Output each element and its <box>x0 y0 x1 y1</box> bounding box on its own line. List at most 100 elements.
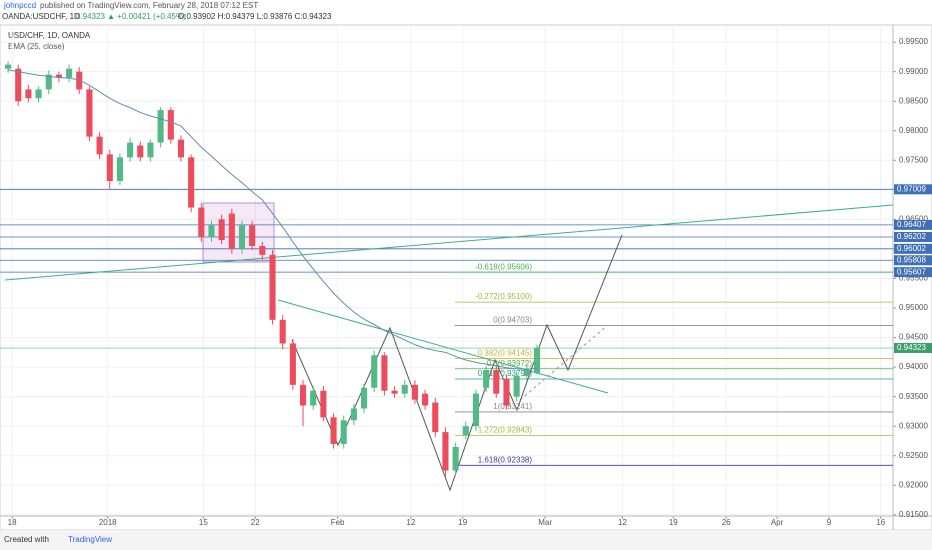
level-tag <box>894 231 932 242</box>
y-tick-label: 0.92000 <box>899 480 928 489</box>
x-tick-label: Apr <box>771 518 784 527</box>
candle-body <box>15 68 22 102</box>
candle-body <box>330 417 337 444</box>
x-tick-label: 12 <box>618 518 627 527</box>
change: 0.94323 ▲ +0.00421 (+0.45%) <box>76 12 186 21</box>
candle-body <box>513 375 520 397</box>
y-tick-label: 0.93000 <box>899 421 928 430</box>
y-tick-label: 0.96500 <box>899 215 928 224</box>
candle-body <box>45 74 52 90</box>
candle-body <box>127 142 134 158</box>
candle-body <box>432 402 439 433</box>
footer <box>0 530 932 550</box>
candle-body <box>259 245 266 255</box>
x-tick-label: 2018 <box>99 518 117 527</box>
level-tag <box>894 255 932 266</box>
published: published on TradingView.com, February 2… <box>40 1 258 10</box>
candle-body <box>533 348 541 373</box>
candle-body <box>238 225 246 249</box>
y-tick-label: 0.97500 <box>899 155 928 164</box>
y-tick-label: 0.93500 <box>899 392 928 401</box>
author: johnpccd <box>3 1 36 10</box>
candle-body <box>350 408 357 421</box>
candle-body <box>116 157 123 181</box>
candle-body <box>462 426 469 436</box>
candle-body <box>452 446 459 471</box>
footer-brand: TradingView <box>68 535 112 544</box>
candle-body <box>483 370 490 388</box>
candle-body <box>5 64 12 69</box>
candle-body <box>106 154 113 181</box>
fib-label: 0.618(0.93799) <box>478 369 533 378</box>
level-label: 0.95808 <box>897 255 926 264</box>
fib-label: 1.618(0.92338) <box>478 455 533 464</box>
candle-body <box>137 145 144 158</box>
x-tick-label: 18 <box>8 518 17 527</box>
candle-body <box>198 207 205 238</box>
candle-body <box>35 89 42 99</box>
candle-body <box>310 390 317 406</box>
ohlc: O:0.93902 H:0.94379 L:0.93876 C:0.94323 <box>178 12 332 21</box>
y-tick-label: 0.95500 <box>899 274 928 283</box>
x-tick-label: 19 <box>458 518 467 527</box>
y-tick-label: 0.92500 <box>899 451 928 460</box>
candle-body <box>422 393 429 406</box>
level-tag <box>894 219 932 230</box>
y-tick-label: 0.98000 <box>899 126 928 135</box>
candle-body <box>391 390 398 394</box>
candle-body <box>279 319 286 344</box>
level-label: 0.95607 <box>897 267 926 276</box>
y-tick-label: 0.94500 <box>899 333 928 342</box>
candle-body <box>401 384 408 394</box>
x-tick-label: 9 <box>827 518 832 527</box>
candle-body <box>218 219 225 241</box>
candle-body <box>320 390 327 418</box>
candle-body <box>289 343 296 385</box>
y-tick-label: 0.91500 <box>899 510 928 519</box>
candle-body <box>442 432 449 471</box>
fib-label: 1.272(0.92843) <box>478 426 533 435</box>
y-tick-label: 0.95000 <box>899 303 928 312</box>
candle-body <box>66 68 73 78</box>
x-tick-label: 19 <box>669 518 678 527</box>
candle-body <box>472 393 480 427</box>
level-label: 0.96002 <box>897 244 926 253</box>
chart-title: USD/CHF, 1D, OANDA <box>8 31 91 40</box>
level-label: 0.96407 <box>897 220 926 229</box>
candle-body <box>167 110 174 140</box>
last-price-label: 0.94323 <box>897 343 926 352</box>
trendline <box>4 204 894 281</box>
candle-body <box>269 254 276 320</box>
fib-label: 0.382(0.94145) <box>478 349 533 358</box>
y-tick-label: 0.99500 <box>899 37 928 46</box>
candle-body <box>96 136 103 155</box>
fib-label: -0.618(0.95606) <box>475 262 532 271</box>
y-tick-label: 0.99000 <box>899 67 928 76</box>
candle-body <box>523 370 530 376</box>
level-label: 0.96202 <box>897 232 926 241</box>
candle-body <box>381 355 388 391</box>
candle-body <box>340 420 347 444</box>
level-tag <box>894 267 932 278</box>
candle-body <box>299 384 307 406</box>
x-tick-label: Feb <box>331 518 345 527</box>
symbol: OANDA:USDCHF, 1D <box>2 12 80 21</box>
x-tick-label: 26 <box>722 518 731 527</box>
candle-body <box>177 139 185 158</box>
legend-entry: EMA (25, close) <box>8 42 65 51</box>
candle-body <box>147 142 154 158</box>
candle-body <box>55 74 62 78</box>
x-tick-label: 12 <box>406 518 415 527</box>
candle-body <box>76 71 83 90</box>
fib-label: 0(0.94703) <box>493 316 532 325</box>
candle-body <box>157 110 164 143</box>
candle-body <box>208 225 215 238</box>
level-label: 0.97009 <box>897 184 926 193</box>
candle-body <box>25 89 32 99</box>
candle-body <box>188 157 195 208</box>
y-tick-label: 0.94000 <box>899 362 928 371</box>
footer-text: Created with <box>4 535 49 544</box>
